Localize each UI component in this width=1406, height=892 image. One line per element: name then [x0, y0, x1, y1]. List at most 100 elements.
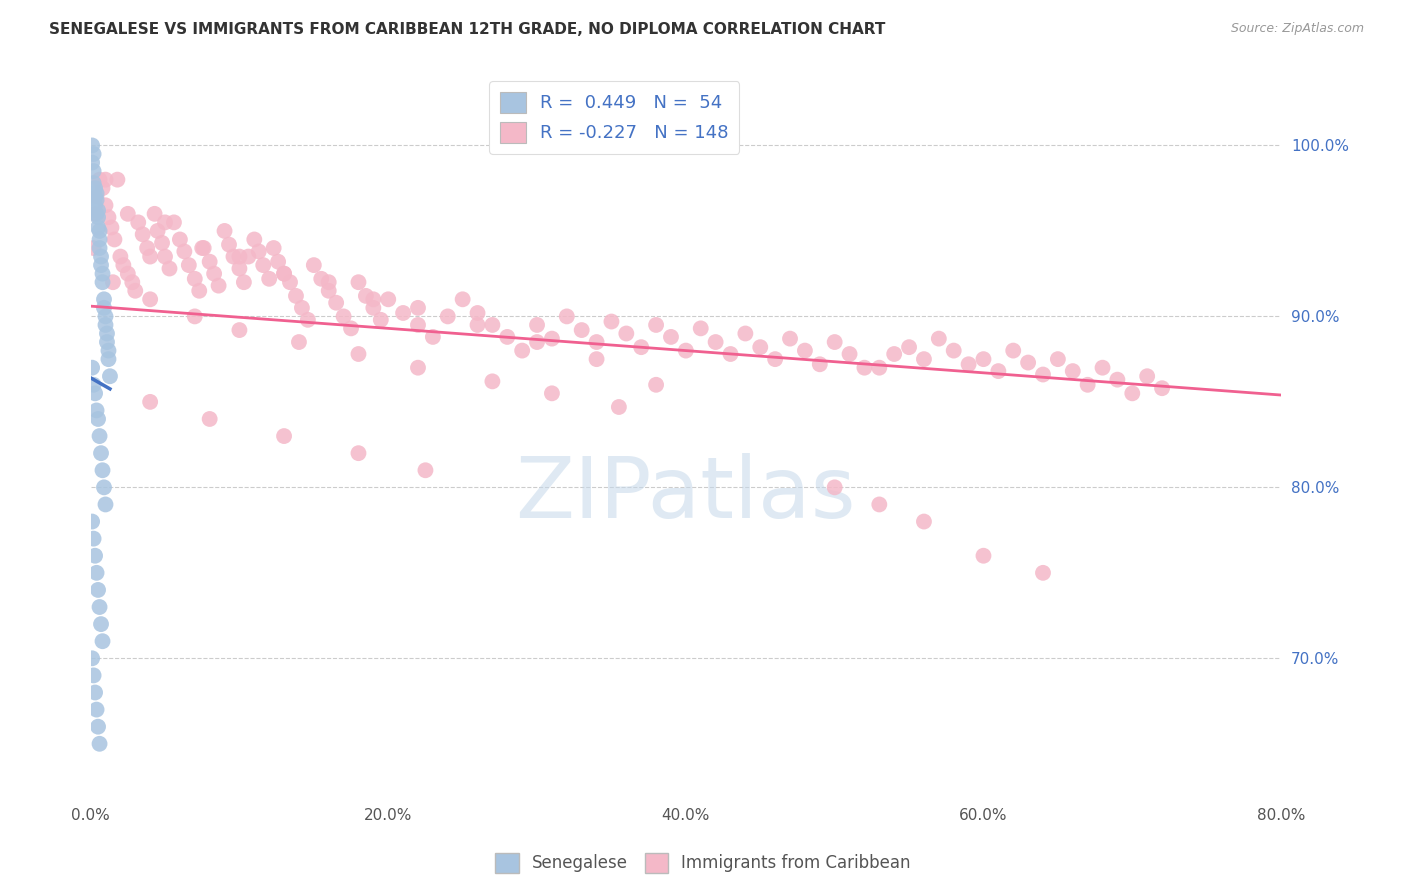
Point — [110, 250, 132, 264]
Point — [93, 293, 115, 307]
Point — [659, 330, 682, 344]
Point — [972, 352, 994, 367]
Point — [94, 318, 117, 332]
Point — [83, 147, 105, 161]
Point — [184, 272, 207, 286]
Point — [131, 227, 153, 242]
Point — [645, 318, 668, 332]
Point — [273, 267, 295, 281]
Point — [325, 295, 347, 310]
Point — [614, 326, 637, 341]
Point — [1107, 373, 1129, 387]
Point — [838, 347, 860, 361]
Point — [318, 284, 340, 298]
Point — [311, 272, 333, 286]
Point — [370, 313, 392, 327]
Point — [91, 275, 114, 289]
Point — [1136, 369, 1159, 384]
Point — [117, 207, 139, 221]
Point — [150, 235, 173, 250]
Point — [273, 429, 295, 443]
Point — [406, 301, 429, 315]
Point — [184, 310, 207, 324]
Point — [238, 250, 260, 264]
Point — [526, 334, 548, 349]
Text: SENEGALESE VS IMMIGRANTS FROM CARIBBEAN 12TH GRADE, NO DIPLOMA CORRELATION CHART: SENEGALESE VS IMMIGRANTS FROM CARIBBEAN … — [49, 22, 886, 37]
Point — [93, 480, 115, 494]
Point — [139, 250, 162, 264]
Point — [121, 275, 143, 289]
Point — [214, 224, 236, 238]
Point — [422, 330, 444, 344]
Point — [87, 720, 110, 734]
Point — [84, 181, 107, 195]
Point — [302, 258, 325, 272]
Point — [139, 293, 162, 307]
Point — [912, 352, 935, 367]
Point — [87, 220, 110, 235]
Point — [571, 323, 593, 337]
Point — [100, 220, 122, 235]
Point — [481, 375, 503, 389]
Point — [87, 211, 110, 225]
Point — [467, 306, 489, 320]
Point — [86, 186, 108, 201]
Legend: Senegalese, Immigrants from Caribbean: Senegalese, Immigrants from Caribbean — [488, 847, 918, 880]
Point — [188, 284, 211, 298]
Point — [1002, 343, 1025, 358]
Point — [83, 377, 105, 392]
Point — [675, 343, 697, 358]
Point — [318, 275, 340, 289]
Point — [232, 275, 254, 289]
Point — [406, 318, 429, 332]
Point — [93, 301, 115, 315]
Point — [585, 352, 607, 367]
Point — [942, 343, 965, 358]
Point — [86, 190, 108, 204]
Point — [467, 318, 489, 332]
Point — [228, 323, 250, 337]
Point — [1017, 355, 1039, 369]
Point — [526, 318, 548, 332]
Text: ZIPatlas: ZIPatlas — [516, 453, 856, 536]
Point — [177, 258, 200, 272]
Point — [1032, 566, 1054, 580]
Point — [86, 193, 108, 207]
Point — [202, 267, 225, 281]
Point — [127, 215, 149, 229]
Point — [630, 340, 652, 354]
Point — [928, 332, 950, 346]
Point — [600, 314, 623, 328]
Point — [191, 241, 214, 255]
Point — [86, 566, 108, 580]
Point — [406, 360, 429, 375]
Point — [1150, 381, 1173, 395]
Point — [94, 310, 117, 324]
Point — [169, 232, 191, 246]
Point — [82, 360, 104, 375]
Point — [363, 293, 385, 307]
Point — [228, 250, 250, 264]
Point — [868, 360, 890, 375]
Point — [89, 600, 111, 615]
Point — [340, 321, 363, 335]
Point — [82, 155, 104, 169]
Text: Source: ZipAtlas.com: Source: ZipAtlas.com — [1230, 22, 1364, 36]
Point — [793, 343, 815, 358]
Point — [89, 172, 111, 186]
Point — [1091, 360, 1114, 375]
Point — [86, 403, 108, 417]
Point — [83, 176, 105, 190]
Point — [87, 203, 110, 218]
Point — [91, 463, 114, 477]
Point — [82, 651, 104, 665]
Point — [90, 258, 112, 272]
Point — [415, 463, 437, 477]
Point — [288, 334, 311, 349]
Point — [90, 250, 112, 264]
Point — [883, 347, 905, 361]
Point — [94, 498, 117, 512]
Point — [91, 181, 114, 195]
Point — [96, 334, 118, 349]
Point — [83, 241, 105, 255]
